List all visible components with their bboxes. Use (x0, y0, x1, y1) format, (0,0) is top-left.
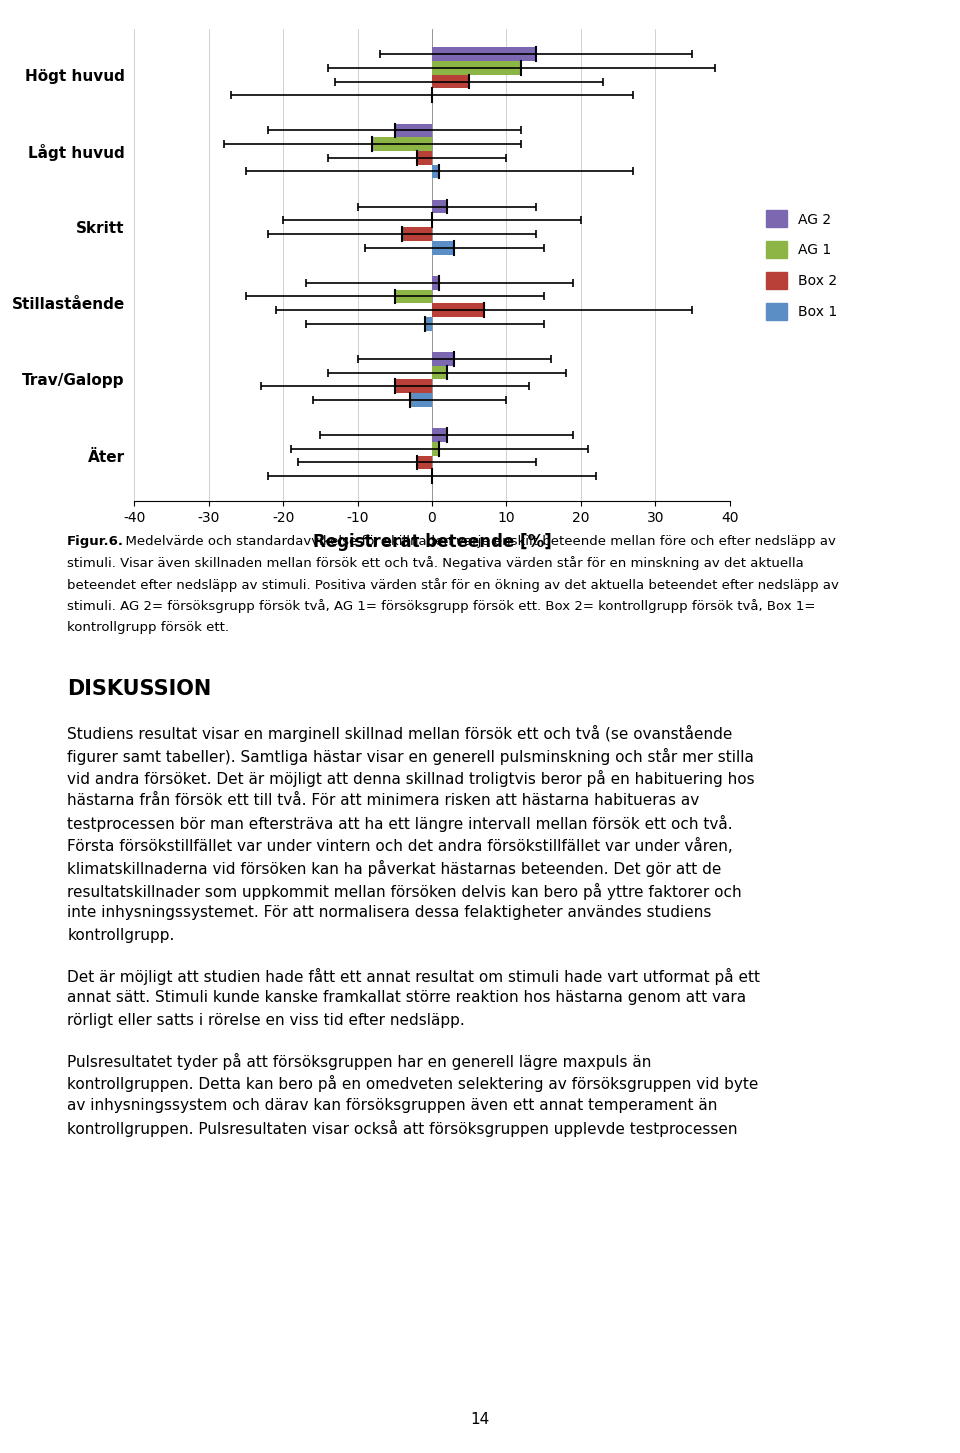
Bar (417, 151, 432, 164)
X-axis label: Registrerat beteende [%]: Registrerat beteende [%] (313, 533, 551, 551)
Text: Första försökstillfället var under vintern och det andra försökstillfället var u: Första försökstillfället var under vinte… (67, 838, 732, 854)
Text: stimuli. Visar även skillnaden mellan försök ett och två. Negativa värden står f: stimuli. Visar även skillnaden mellan fö… (67, 556, 804, 570)
Text: hästarna från försök ett till två. För att minimera risken att hästarna habituer: hästarna från försök ett till två. För a… (67, 793, 700, 808)
Bar (432, 241, 454, 254)
Text: vid andra försöket. Det är möjligt att denna skillnad troligtvis beror på en hab: vid andra försöket. Det är möjligt att d… (67, 770, 755, 788)
Text: figurer samt tabeller). Samtliga hästar visar en generell pulsminskning och står: figurer samt tabeller). Samtliga hästar … (67, 748, 754, 764)
Bar (432, 61, 521, 74)
Text: annat sätt. Stimuli kunde kanske framkallat större reaktion hos hästarna genom a: annat sätt. Stimuli kunde kanske framkal… (67, 991, 746, 1005)
Text: stimuli. AG 2= försöksgrupp försök två, AG 1= försöksgrupp försök ett. Box 2= ko: stimuli. AG 2= försöksgrupp försök två, … (67, 599, 816, 613)
Bar (410, 394, 432, 407)
Bar (395, 379, 432, 394)
Text: kontrollgruppen. Detta kan bero på en omedveten selektering av försöksgruppen vi: kontrollgruppen. Detta kan bero på en om… (67, 1075, 758, 1093)
Text: av inhysningssystem och därav kan försöksgruppen även ett annat temperament än: av inhysningssystem och därav kan försök… (67, 1098, 717, 1113)
Bar (432, 304, 484, 317)
Text: Det är möjligt att studien hade fått ett annat resultat om stimuli hade vart utf: Det är möjligt att studien hade fått ett… (67, 968, 760, 985)
Bar (395, 124, 432, 137)
Text: Studiens resultat visar en marginell skillnad mellan försök ett och två (se ovan: Studiens resultat visar en marginell ski… (67, 725, 732, 742)
Bar (432, 164, 440, 179)
Text: 14: 14 (470, 1412, 490, 1427)
Bar (432, 352, 454, 366)
Bar (424, 317, 432, 331)
Bar (432, 276, 440, 289)
Bar (432, 199, 446, 214)
Bar (402, 227, 432, 241)
Bar (432, 74, 469, 89)
Text: Figur.6.: Figur.6. (67, 535, 124, 548)
Text: kontrollgrupp försök ett.: kontrollgrupp försök ett. (67, 620, 229, 634)
Text: kontrollgrupp.: kontrollgrupp. (67, 928, 175, 943)
Text: Medelvärde och standardavvikelse för skillnaden varje enskilt beteende mellan fö: Medelvärde och standardavvikelse för ski… (117, 535, 836, 548)
Bar (432, 366, 446, 379)
Bar (432, 442, 440, 456)
Text: kontrollgruppen. Pulsresultaten visar också att försöksgruppen upplevde testproc: kontrollgruppen. Pulsresultaten visar oc… (67, 1120, 737, 1138)
Text: klimatskillnaderna vid försöken kan ha påverkat hästarnas beteenden. Det gör att: klimatskillnaderna vid försöken kan ha p… (67, 860, 722, 878)
Bar (395, 289, 432, 304)
Bar (432, 48, 537, 61)
Text: beteendet efter nedsläpp av stimuli. Positiva värden står för en ökning av det a: beteendet efter nedsläpp av stimuli. Pos… (67, 578, 839, 591)
Bar (432, 429, 446, 442)
Text: resultatskillnader som uppkommit mellan försöken delvis kan bero på yttre faktor: resultatskillnader som uppkommit mellan … (67, 883, 742, 899)
Text: DISKUSSION: DISKUSSION (67, 679, 211, 699)
Bar (417, 456, 432, 469)
Text: inte inhysningssystemet. För att normalisera dessa felaktigheter användes studie: inte inhysningssystemet. För att normali… (67, 905, 711, 920)
Text: testprocessen bör man eftersträva att ha ett längre intervall mellan försök ett : testprocessen bör man eftersträva att ha… (67, 815, 732, 833)
Text: rörligt eller satts i rörelse en viss tid efter nedsläpp.: rörligt eller satts i rörelse en viss ti… (67, 1013, 465, 1027)
Legend: AG 2, AG 1, Box 2, Box 1: AG 2, AG 1, Box 2, Box 1 (760, 205, 843, 325)
Bar (372, 137, 432, 151)
Text: Pulsresultatet tyder på att försöksgruppen har en generell lägre maxpuls än: Pulsresultatet tyder på att försöksgrupp… (67, 1053, 652, 1069)
